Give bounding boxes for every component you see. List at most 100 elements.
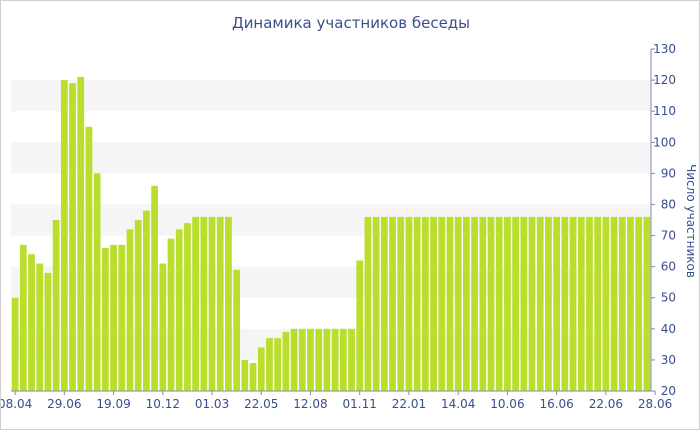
y-tick-label: 90 [661,166,676,180]
bar [44,272,52,391]
bar [225,216,232,391]
bar [594,216,602,391]
bar [110,244,117,391]
bar [200,216,208,391]
bar [257,347,265,391]
x-tick-label: 22.06 [589,397,623,411]
bar [307,328,314,391]
bar [586,216,593,391]
y-axis-label: Число участников [684,164,698,278]
bar [36,263,44,391]
bar [380,216,388,391]
x-tick-label: 01.11 [343,397,377,411]
bar [356,260,364,391]
bar [553,216,561,391]
x-tick-label: 14.04 [441,397,475,411]
bar [241,359,249,391]
bar [69,83,76,391]
bar [528,216,536,391]
grid-band [11,80,651,112]
grid-band [11,328,651,360]
y-tick-label: 120 [653,73,676,87]
bar [561,216,569,391]
bar [627,216,634,391]
bar [438,216,446,391]
bar [495,216,503,391]
y-tick-label: 80 [661,197,676,211]
y-tick-label: 130 [653,42,676,56]
bar [339,328,347,391]
x-tick-label: 28.06 [638,397,672,411]
bar [397,216,405,391]
bar [618,216,626,391]
bar [577,216,585,391]
bar [405,216,413,391]
bar [569,216,577,391]
bar [151,185,158,391]
bar [487,216,495,391]
bar [454,216,462,391]
bar [118,244,126,391]
bar [52,220,60,391]
bar [364,216,372,391]
bar [413,216,421,391]
grid-band [11,204,651,236]
x-tick-label: 10.12 [146,397,180,411]
bar [348,328,355,391]
bar [323,328,331,391]
bar [126,229,134,391]
bar [479,216,487,391]
bar [184,223,191,391]
x-tick-label: 29.06 [47,397,81,411]
bar [274,338,282,391]
bar [471,216,478,391]
bar [208,216,216,391]
bar [290,328,298,391]
bar [643,216,651,391]
bar [446,216,454,391]
bar [610,216,618,391]
bar [635,216,643,391]
bar [545,216,552,391]
bar [167,238,175,391]
bar [101,247,109,391]
bar [389,216,396,391]
bar [175,229,183,391]
chart-title: Динамика участников беседы [232,14,470,32]
bar [159,263,167,391]
x-tick-label: 22.01 [392,397,426,411]
bar [93,173,101,391]
bar [11,297,19,391]
bar [85,126,93,391]
y-tick-label: 110 [653,104,676,118]
y-tick-label: 60 [661,260,676,274]
bar [463,216,470,391]
x-axis: 08.04 29.06 19.09 10.12 01.03 22.05 12.08 01.11… [0,390,672,411]
bar [504,216,511,391]
bar [19,244,27,391]
bar [28,254,35,391]
y-axis: 20 30 40 50 60 70 80 90 100 110 120 130 [650,42,676,398]
x-tick-label: 10.06 [490,397,524,411]
bar [216,216,224,391]
grid-band [11,142,651,174]
bar [520,216,528,391]
y-tick-label: 100 [653,135,676,149]
bar [192,216,199,391]
bar [298,328,306,391]
x-tick-label: 08.04 [1,397,32,411]
x-tick-label: 22.05 [244,397,278,411]
bar [536,216,544,391]
x-tick-label: 16.06 [539,397,573,411]
bar [77,76,85,391]
y-tick-label: 70 [661,229,676,243]
x-tick-label: 12.08 [293,397,327,411]
bar [602,216,610,391]
bar [421,216,429,391]
bar [315,328,323,391]
bar [143,210,150,391]
bar [233,269,241,391]
grid-band [11,266,651,298]
y-tick-label: 40 [661,322,676,336]
